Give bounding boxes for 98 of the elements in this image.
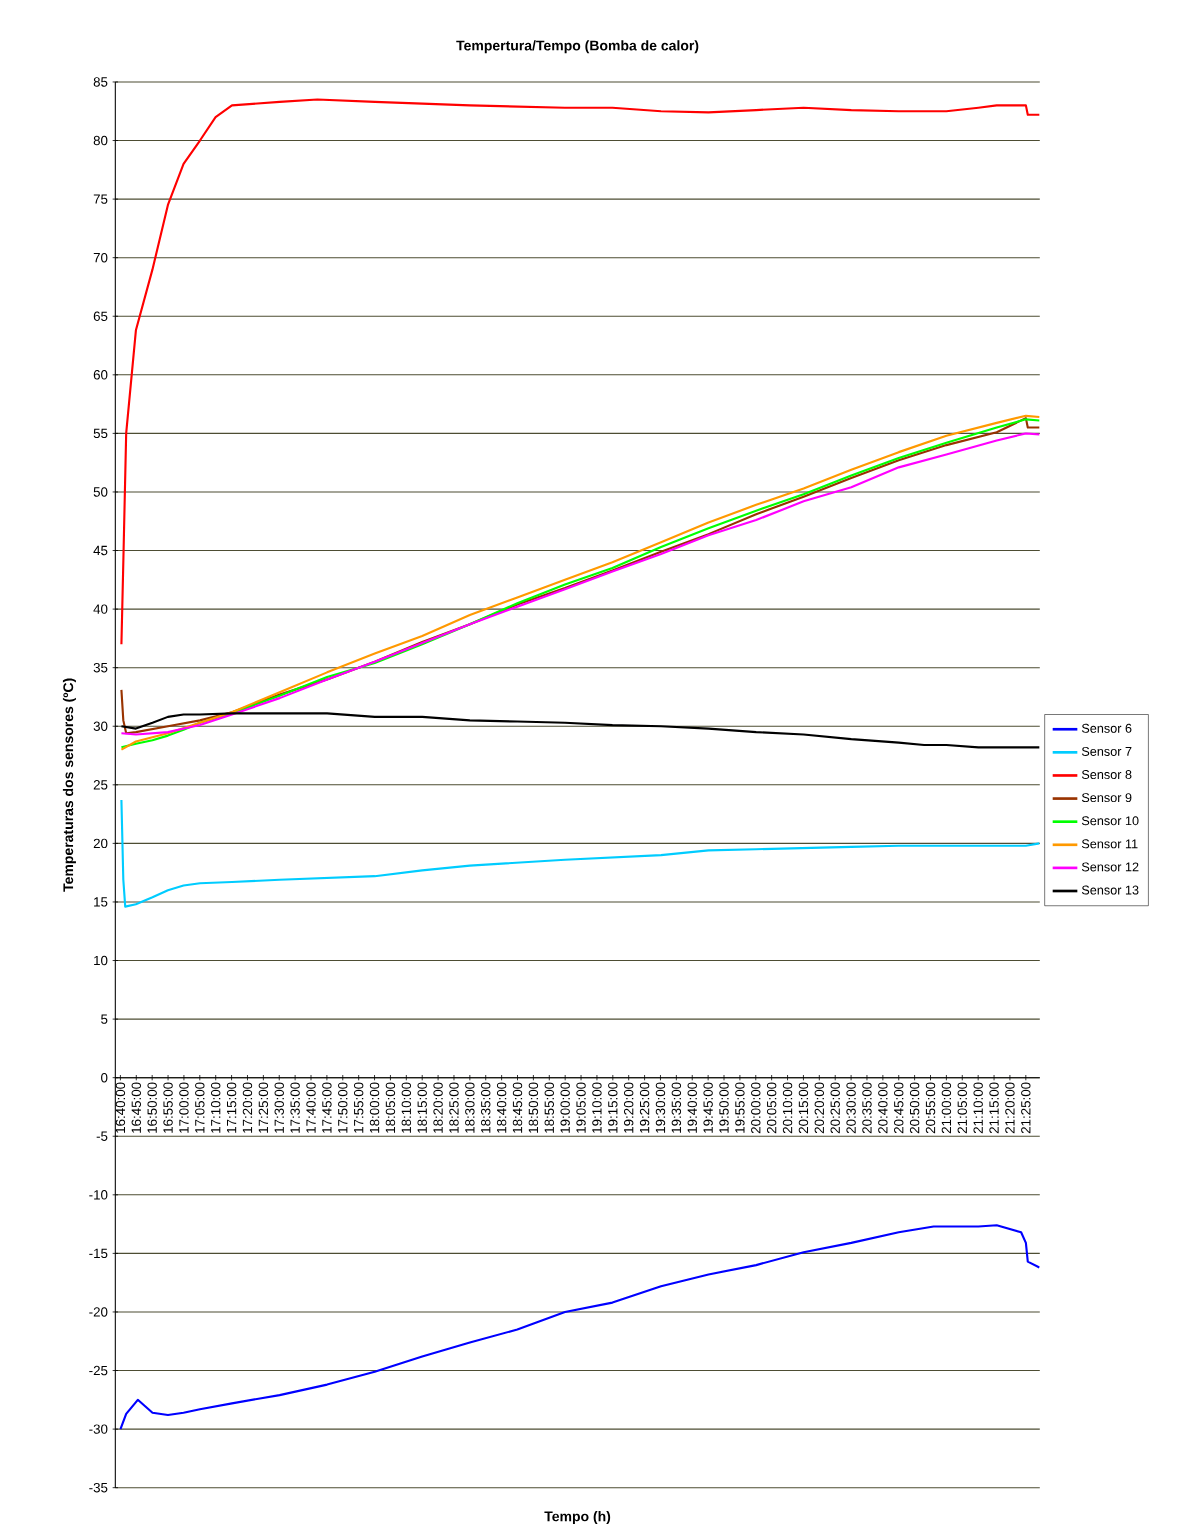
x-tick-label: 17:45:00 (322, 1082, 332, 1133)
x-tick-label: 19:40:00 (687, 1082, 698, 1133)
x-tick-label: 19:25:00 (640, 1082, 650, 1133)
y-tick-label: -10 (89, 1190, 108, 1200)
y-tick-label: 55 (93, 428, 108, 439)
x-tick-label: 19:05:00 (576, 1082, 586, 1133)
y-tick-label: 80 (93, 135, 108, 146)
x-tick-label: 18:45:00 (512, 1082, 523, 1133)
x-axis-title: Tempo (h) (544, 1511, 611, 1525)
legend-label: Sensor 10 (1082, 816, 1139, 826)
x-tick-label: 21:10:00 (973, 1082, 984, 1134)
x-tick-label: 20:05:00 (767, 1082, 777, 1134)
x-tick-label: 18:25:00 (449, 1082, 459, 1133)
x-tick-label: 21:25:00 (1021, 1082, 1031, 1134)
x-tick-label: 17:25:00 (258, 1082, 269, 1133)
x-tick-label: 17:15:00 (227, 1082, 237, 1133)
x-tick-label: 16:55:00 (163, 1082, 173, 1133)
line-series (119, 1224, 1040, 1431)
y-tick-label: 45 (93, 545, 108, 556)
x-tick-label: 20:40:00 (878, 1082, 888, 1134)
y-tick-label: 0 (101, 1072, 108, 1083)
legend-label: Sensor 13 (1082, 885, 1139, 895)
x-tick-label: 17:00:00 (179, 1082, 189, 1133)
x-tick-label: 19:55:00 (735, 1082, 745, 1133)
x-tick-label: 20:00:00 (751, 1082, 761, 1134)
y-tick-label: 25 (93, 780, 108, 790)
x-tick-label: 19:15:00 (608, 1082, 618, 1133)
x-tick-label: 20:55:00 (925, 1082, 936, 1134)
chart-title: Tempertura/Tempo (Bomba de calor) (456, 40, 699, 54)
x-tick-label: 17:55:00 (354, 1082, 364, 1133)
x-tick-label: 20:10:00 (782, 1082, 793, 1134)
x-tick-label: 18:55:00 (544, 1082, 555, 1133)
x-tick-label: 18:35:00 (481, 1082, 491, 1133)
line-series (120, 798, 1040, 908)
x-tick-label: 19:20:00 (624, 1082, 634, 1133)
y-tick-label: -30 (89, 1424, 108, 1434)
y-tick-label: 20 (93, 838, 108, 849)
y-tick-label: -35 (89, 1482, 108, 1493)
x-tick-label: 18:30:00 (465, 1082, 475, 1133)
x-tick-label: 19:35:00 (671, 1082, 682, 1133)
x-tick-label: 17:40:00 (306, 1082, 316, 1133)
x-tick-label: 17:35:00 (290, 1082, 300, 1133)
y-tick-label: 65 (93, 311, 108, 321)
x-tick-label: 20:45:00 (894, 1082, 904, 1134)
x-tick-label: 20:20:00 (814, 1082, 825, 1134)
y-tick-label: 35 (93, 662, 108, 673)
y-tick-label: 5 (101, 1014, 108, 1024)
y-tick-label: 85 (93, 77, 108, 87)
x-tick-label: 20:25:00 (830, 1082, 841, 1134)
x-tick-label: 19:45:00 (703, 1082, 713, 1133)
legend-label: Sensor 6 (1082, 723, 1132, 733)
y-tick-label: 15 (94, 897, 108, 907)
x-tick-label: 20:15:00 (798, 1082, 809, 1134)
y-tick-label: 30 (93, 721, 108, 731)
x-tick-label: 18:50:00 (528, 1082, 539, 1133)
x-tick-label: 19:50:00 (719, 1082, 729, 1133)
x-tick-label: 18:40:00 (497, 1082, 507, 1133)
x-tick-label: 18:00:00 (369, 1082, 380, 1133)
x-tick-label: 19:10:00 (592, 1082, 602, 1133)
x-tick-label: 16:50:00 (147, 1082, 157, 1133)
line-series (120, 712, 1040, 749)
y-tick-label: -20 (89, 1307, 108, 1317)
x-tick-label: 18:20:00 (433, 1082, 443, 1133)
x-tick-label: 16:45:00 (131, 1082, 142, 1133)
y-tick-label: -5 (96, 1131, 108, 1141)
y-tick-label: -15 (89, 1248, 108, 1259)
x-tick-label: 20:50:00 (910, 1082, 920, 1134)
x-tick-label: 17:05:00 (195, 1082, 205, 1133)
y-tick-label: 75 (93, 194, 108, 204)
y-tick-label: 70 (93, 252, 108, 263)
y-tick-label: -25 (89, 1365, 108, 1376)
legend-label: Sensor 7 (1082, 746, 1132, 756)
x-tick-label: 17:20:00 (242, 1082, 253, 1133)
legend-label: Sensor 11 (1082, 839, 1138, 849)
y-tick-label: 10 (94, 955, 108, 966)
x-tick-label: 21:20:00 (1005, 1082, 1015, 1134)
x-tick-label: 20:35:00 (862, 1082, 872, 1134)
x-tick-label: 17:50:00 (338, 1082, 348, 1133)
y-axis-title: Temperaturas dos sensores (ºC) (63, 678, 77, 892)
x-tick-label: 19:00:00 (560, 1082, 570, 1133)
x-tick-label: 18:05:00 (385, 1082, 396, 1133)
legend-label: Sensor 9 (1082, 793, 1132, 803)
line-series (120, 98, 1040, 646)
legend-label: Sensor 12 (1082, 862, 1139, 872)
x-tick-label: 20:30:00 (846, 1082, 856, 1134)
x-tick-label: 18:10:00 (401, 1082, 412, 1133)
y-tick-label: 40 (93, 604, 108, 614)
x-tick-label: 17:10:00 (211, 1082, 221, 1133)
x-tick-label: 21:05:00 (957, 1082, 968, 1134)
y-tick-label: 50 (93, 487, 108, 497)
x-tick-label: 16:40:00 (115, 1082, 126, 1133)
x-tick-label: 17:30:00 (274, 1082, 285, 1133)
legend-label: Sensor 8 (1082, 770, 1132, 780)
x-tick-label: 21:15:00 (989, 1082, 999, 1134)
y-tick-label: 60 (93, 370, 108, 380)
x-tick-label: 21:00:00 (941, 1082, 952, 1134)
x-tick-label: 19:30:00 (655, 1082, 666, 1133)
x-tick-label: 18:15:00 (417, 1082, 428, 1133)
